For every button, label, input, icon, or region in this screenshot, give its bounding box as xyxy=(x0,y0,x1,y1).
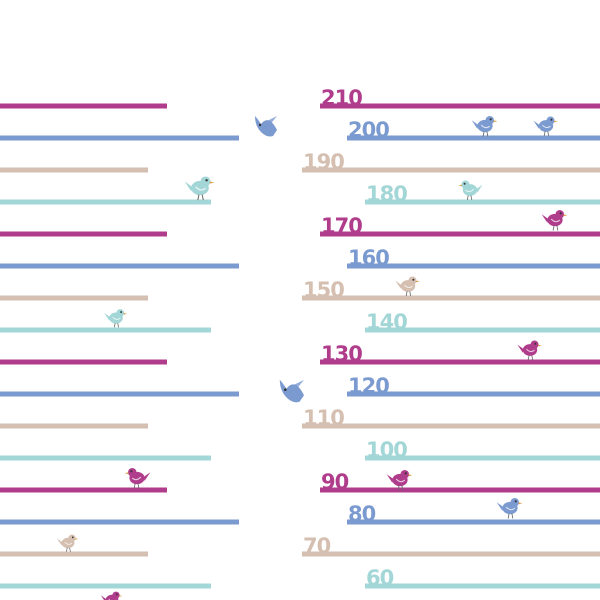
right-stripes xyxy=(302,103,600,589)
left-stripe-60 xyxy=(0,583,211,589)
left-stripe-150 xyxy=(0,295,148,301)
height-label-120: 120 xyxy=(348,374,389,398)
flying-bird-icon xyxy=(279,379,304,403)
height-label-50: 50 xyxy=(321,598,349,600)
left-stripe-130 xyxy=(0,359,167,365)
right-stripe-60 xyxy=(365,583,600,589)
height-label-160: 160 xyxy=(348,246,389,270)
left-stripes xyxy=(0,103,239,589)
height-label-210: 210 xyxy=(321,86,362,110)
right-stripe-110 xyxy=(302,423,600,429)
left-stripe-140 xyxy=(0,327,211,333)
height-label-140: 140 xyxy=(366,310,407,334)
height-label-80: 80 xyxy=(348,502,376,526)
left-stripe-70 xyxy=(0,551,148,557)
bird-icon xyxy=(386,470,413,491)
bird-icon xyxy=(184,176,215,201)
left-stripe-80 xyxy=(0,519,239,525)
left-stripe-170 xyxy=(0,231,167,237)
bird-icon xyxy=(395,276,420,296)
height-label-90: 90 xyxy=(321,470,349,494)
birds xyxy=(56,116,568,600)
right-stripe-180 xyxy=(365,199,600,205)
height-label-110: 110 xyxy=(303,406,344,430)
height-label-180: 180 xyxy=(366,182,407,206)
height-label-70: 70 xyxy=(303,534,331,558)
left-stripe-210 xyxy=(0,103,167,109)
left-stripe-200 xyxy=(0,135,239,141)
height-label-60: 60 xyxy=(366,566,394,590)
bird-icon xyxy=(100,591,123,600)
bird-icon xyxy=(533,116,558,136)
right-stripe-150 xyxy=(302,295,600,301)
right-stripe-80 xyxy=(347,519,600,525)
right-stripe-130 xyxy=(320,359,600,365)
right-stripe-190 xyxy=(302,167,600,173)
right-stripe-140 xyxy=(365,327,600,333)
right-stripe-70 xyxy=(302,551,600,557)
left-stripe-110 xyxy=(0,423,148,429)
bird-icon xyxy=(104,309,128,328)
height-label-100: 100 xyxy=(366,438,407,462)
left-stripe-190 xyxy=(0,167,148,173)
height-label-130: 130 xyxy=(321,342,362,366)
bird-icon xyxy=(124,468,151,489)
left-stripe-100 xyxy=(0,455,211,461)
height-label-170: 170 xyxy=(321,214,362,238)
right-stripe-210 xyxy=(320,103,600,109)
right-stripe-160 xyxy=(347,263,600,269)
bird-icon xyxy=(496,498,523,519)
height-label-150: 150 xyxy=(303,278,344,302)
right-stripe-200 xyxy=(347,135,600,141)
left-stripe-90 xyxy=(0,487,167,493)
height-label-190: 190 xyxy=(303,150,344,174)
left-stripe-180 xyxy=(0,199,211,205)
right-stripe-100 xyxy=(365,455,600,461)
right-stripe-90 xyxy=(320,487,600,493)
bird-icon xyxy=(517,340,542,360)
right-stripe-120 xyxy=(347,391,600,397)
bird-icon xyxy=(541,210,568,231)
right-stripe-170 xyxy=(320,231,600,237)
flying-bird-icon xyxy=(255,116,277,137)
bird-icon xyxy=(471,116,498,137)
height-label-200: 200 xyxy=(348,118,389,142)
left-stripe-120 xyxy=(0,391,239,397)
bird-icon xyxy=(458,180,483,200)
bird-icon xyxy=(56,534,79,552)
left-stripe-160 xyxy=(0,263,239,269)
